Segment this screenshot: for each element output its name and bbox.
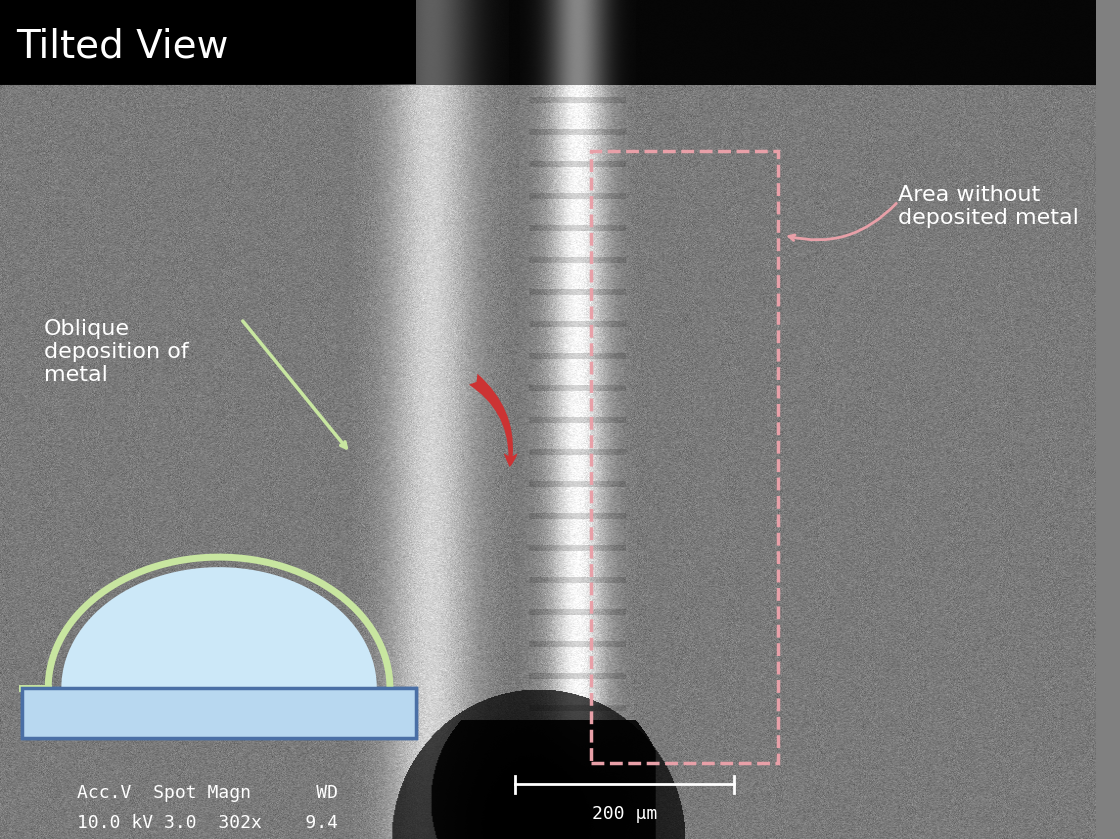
Text: Acc.V  Spot Magn      WD: Acc.V Spot Magn WD	[76, 784, 337, 802]
Text: 10.0 kV 3.0  302x    9.4: 10.0 kV 3.0 302x 9.4	[76, 814, 337, 831]
Text: 200 μm: 200 μm	[591, 805, 657, 823]
Bar	[22, 688, 417, 738]
Text: Oblique
deposition of
metal: Oblique deposition of metal	[44, 319, 188, 385]
Polygon shape	[62, 567, 376, 688]
Bar	[0, 0, 417, 84]
Bar	[591, 151, 777, 763]
Text: Area without
deposited metal: Area without deposited metal	[898, 185, 1079, 227]
Text: Tilted View: Tilted View	[17, 27, 228, 65]
Bar	[22, 688, 417, 738]
